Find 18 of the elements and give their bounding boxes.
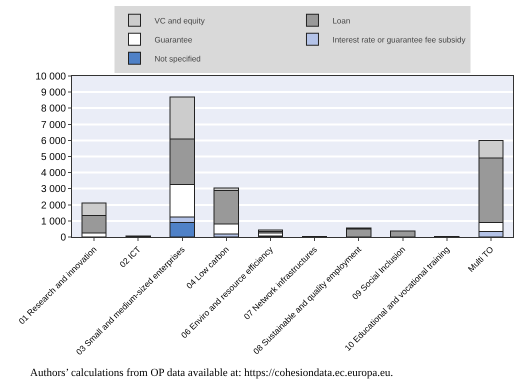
legend-label: Guarantee — [154, 35, 193, 44]
x-tick-label: 02 ICT — [117, 244, 143, 270]
y-tick-label: 5 000 — [40, 152, 66, 163]
y-tick-label: 8 000 — [40, 104, 66, 115]
text: Authors’ calculations from OP data available at: https://cohesiondata.ec.europa.eu. — [30, 367, 394, 379]
y-tick-label: 7 000 — [40, 120, 66, 131]
y-tick-label: 9 000 — [40, 88, 66, 99]
legend-label: Not specified — [154, 54, 201, 64]
y-tick-label: 4 000 — [40, 168, 66, 180]
y-tick-label: 10 000 — [35, 72, 66, 82]
legend-label: Interest rate or guarantee fee subsidy — [332, 35, 466, 44]
y-tick-label: 2 000 — [40, 200, 66, 212]
y-tick-label: 3 000 — [40, 184, 66, 196]
y-tick-label: 1 000 — [40, 216, 66, 228]
y-tick-label: 0 — [60, 232, 66, 244]
legend-label: VC and equity — [154, 16, 205, 26]
y-tick-label: 6 000 — [40, 136, 66, 147]
legend-label: Loan — [332, 16, 350, 26]
